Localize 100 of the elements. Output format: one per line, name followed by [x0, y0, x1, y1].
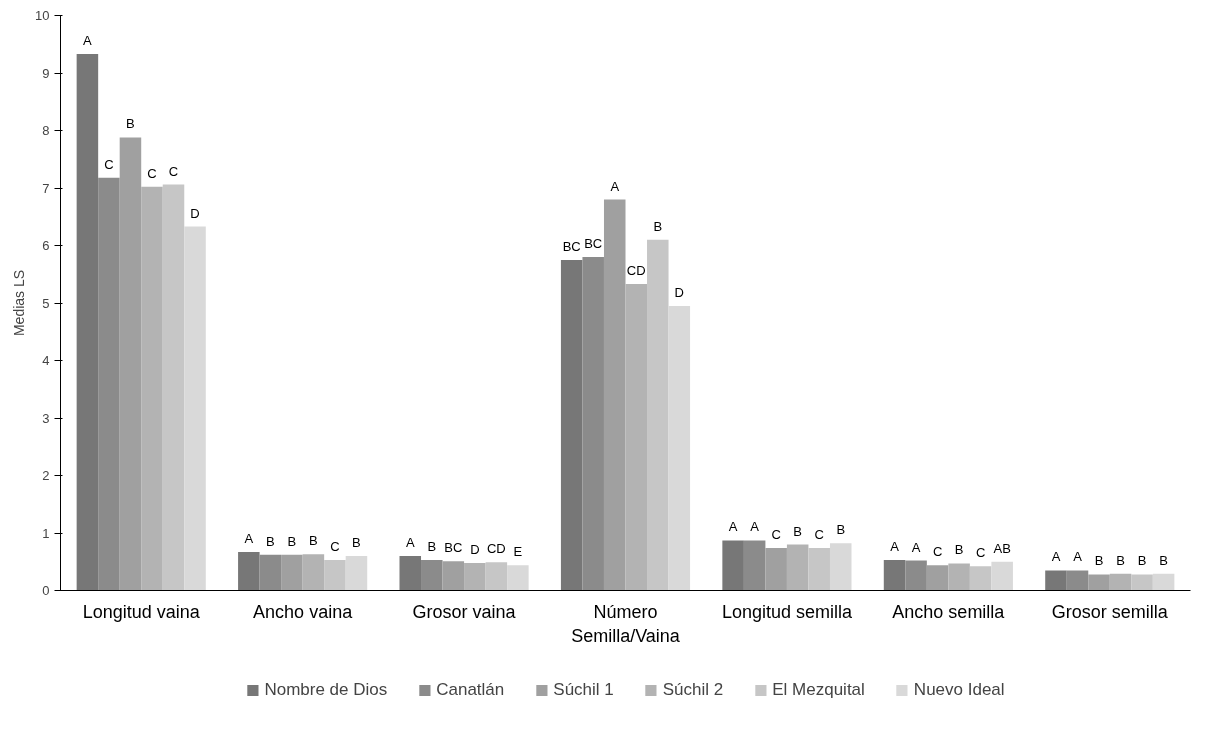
bar [765, 547, 787, 591]
data-label: B [954, 542, 964, 558]
bar [647, 239, 669, 591]
data-label: C [168, 163, 179, 179]
bar [560, 259, 583, 591]
bar [603, 199, 626, 591]
bar [1066, 570, 1089, 591]
legend-label: Súchil 1 [553, 680, 614, 700]
data-label: B [836, 522, 846, 538]
bar [259, 554, 282, 591]
y-tick-label: 4 [42, 353, 50, 368]
data-label: B [1094, 553, 1104, 569]
y-tick-label: 3 [42, 410, 50, 426]
y-tick-label: 9 [42, 65, 50, 81]
data-label: C [814, 526, 824, 542]
data-label: A [244, 530, 254, 546]
data-label: CD [626, 263, 646, 279]
data-label: B [287, 533, 297, 549]
bar [808, 547, 830, 591]
bar [743, 540, 766, 591]
bar [969, 566, 992, 591]
bar [948, 563, 970, 591]
data-label: C [932, 544, 943, 560]
data-label: B [266, 533, 275, 549]
data-label: C [104, 156, 114, 172]
x-tick-label: Ancho semilla [892, 601, 1006, 622]
legend-label: Nombre de Dios [264, 680, 388, 700]
data-label: B [309, 533, 318, 549]
data-label: A [405, 535, 415, 550]
y-tick-label: 2 [42, 468, 50, 483]
data-label: A [728, 519, 738, 535]
bar [98, 177, 120, 591]
data-label: D [190, 205, 200, 221]
data-label: E [513, 544, 523, 560]
y-tick-label: 0 [42, 583, 50, 598]
bar [1109, 573, 1132, 591]
data-label: B [352, 535, 361, 550]
bar [184, 226, 206, 591]
x-tick-label: Grosor vaina [412, 601, 517, 622]
bar [991, 561, 1013, 591]
data-label: AB [993, 540, 1011, 556]
data-label: B [653, 218, 663, 234]
bar [883, 560, 906, 591]
x-tick-label: Ancho vaina [253, 601, 354, 622]
data-label: B [793, 523, 803, 539]
data-label: C [771, 526, 781, 542]
bar [141, 186, 163, 591]
x-tick-label: Número Semilla/Vaina [571, 601, 681, 646]
legend-label: Canatlán [436, 680, 505, 700]
data-label: BC [584, 236, 603, 251]
data-label: B [1137, 553, 1147, 569]
bar [722, 540, 744, 591]
bar [582, 257, 604, 591]
x-tick-label: Longitud semilla [721, 601, 853, 622]
bar [668, 305, 691, 591]
bar [345, 556, 368, 591]
bar [1045, 570, 1067, 591]
data-label: B [1159, 552, 1168, 568]
data-label: C [147, 165, 157, 181]
data-label: A [890, 539, 900, 555]
data-label: B [1116, 552, 1125, 568]
x-tick-label: Grosor semilla [1051, 601, 1169, 622]
bar [119, 137, 142, 591]
bar [162, 184, 185, 591]
data-label: C [975, 545, 986, 561]
bar [905, 560, 927, 591]
data-label: D [674, 284, 685, 300]
bar [1088, 574, 1110, 591]
y-tick-label: 7 [42, 180, 50, 196]
data-label: A [1073, 549, 1083, 565]
y-tick-label: 8 [42, 123, 50, 138]
data-label: C [330, 539, 340, 555]
data-label: A [911, 539, 921, 555]
bar [829, 543, 852, 591]
bar [786, 544, 809, 591]
data-label: A [83, 33, 93, 49]
y-axis-title: Medias LS [11, 269, 28, 337]
bar [76, 54, 99, 591]
data-label: A [750, 519, 760, 535]
bar [1131, 574, 1153, 591]
data-label: D [470, 541, 480, 557]
bar [485, 562, 508, 591]
legend-label: El Mezquital [772, 680, 865, 700]
data-label: B [427, 539, 437, 555]
legend-label: Nuevo Ideal [913, 680, 1005, 700]
bar [302, 554, 325, 591]
bar [625, 284, 648, 591]
bar [464, 562, 486, 591]
bar [1152, 573, 1175, 591]
bar [421, 560, 443, 591]
bar [324, 560, 346, 591]
bar [926, 565, 949, 591]
data-label: CD [486, 541, 506, 557]
data-label: BC [444, 540, 463, 556]
data-label: A [610, 178, 620, 194]
bar [399, 556, 422, 591]
y-tick-label: 1 [42, 525, 50, 541]
x-tick-label: Longitud vaina [82, 601, 201, 622]
bar [238, 551, 260, 591]
bar [507, 565, 529, 591]
